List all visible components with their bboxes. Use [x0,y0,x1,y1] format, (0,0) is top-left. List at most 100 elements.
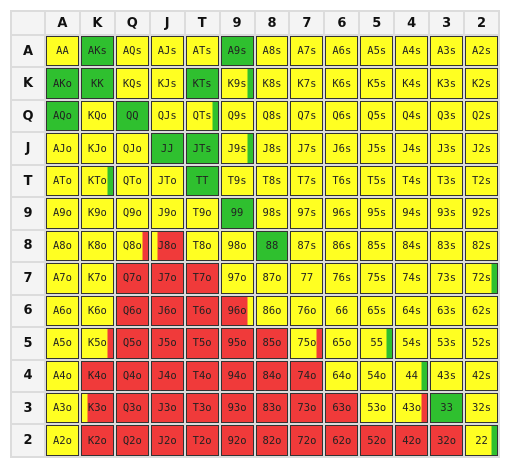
hand-cell[interactable]: J2s [465,133,498,164]
hand-cell[interactable]: T6o [185,295,219,327]
hand-cell[interactable]: 63o [325,392,359,424]
hand-cell[interactable]: Q5o [115,328,149,359]
hand-cell[interactable]: J6o [150,295,184,327]
hand-cell[interactable]: Q2o [115,425,149,456]
hand-cell[interactable]: KJs [150,68,184,99]
hand-cell[interactable]: T8s [255,165,289,197]
hand-cell[interactable]: 95s [360,198,394,229]
hand-cell[interactable]: J3o [150,392,184,424]
hand-cell[interactable]: 64o [325,360,359,391]
hand-cell[interactable]: 95o [220,328,254,359]
hand-cell[interactable]: 82s [465,230,498,262]
hand-cell[interactable]: K4o [80,360,114,391]
hand-cell[interactable]: AKs [80,36,114,67]
hand-cell[interactable]: K3o [80,392,114,424]
hand-cell[interactable]: 88 [255,230,289,262]
hand-cell[interactable]: J7o [150,263,184,294]
hand-cell[interactable]: A6o [46,295,79,327]
hand-cell[interactable]: 32o [430,425,464,456]
hand-cell[interactable]: A3s [430,36,464,67]
hand-cell[interactable]: T3s [430,165,464,197]
hand-cell[interactable]: 98o [220,230,254,262]
hand-cell[interactable]: J7s [290,133,324,164]
hand-cell[interactable]: 44 [395,360,429,391]
hand-cell[interactable]: 75o [290,328,324,359]
hand-cell[interactable]: 54o [360,360,394,391]
hand-cell[interactable]: A9o [46,198,79,229]
hand-cell[interactable]: K5o [80,328,114,359]
hand-cell[interactable]: 65s [360,295,394,327]
hand-cell[interactable]: KTo [80,165,114,197]
hand-cell[interactable]: J5o [150,328,184,359]
hand-cell[interactable]: 84o [255,360,289,391]
hand-cell[interactable]: T8o [185,230,219,262]
hand-cell[interactable]: 93s [430,198,464,229]
hand-cell[interactable]: J9o [150,198,184,229]
hand-cell[interactable]: 43o [395,392,429,424]
hand-cell[interactable]: 32s [465,392,498,424]
hand-cell[interactable]: 62s [465,295,498,327]
hand-cell[interactable]: 33 [430,392,464,424]
hand-cell[interactable]: 84s [395,230,429,262]
hand-cell[interactable]: 93o [220,392,254,424]
hand-cell[interactable]: K3s [430,68,464,99]
hand-cell[interactable]: A5s [360,36,394,67]
hand-cell[interactable]: 75s [360,263,394,294]
hand-cell[interactable]: 83o [255,392,289,424]
hand-cell[interactable]: K6o [80,295,114,327]
hand-cell[interactable]: KJo [80,133,114,164]
hand-cell[interactable]: 97s [290,198,324,229]
hand-cell[interactable]: KTs [185,68,219,99]
hand-cell[interactable]: J8o [150,230,184,262]
hand-cell[interactable]: T5s [360,165,394,197]
hand-cell[interactable]: K9s [220,68,254,99]
hand-cell[interactable]: AJs [150,36,184,67]
hand-cell[interactable]: AA [46,36,79,67]
hand-cell[interactable]: J9s [220,133,254,164]
hand-cell[interactable]: 98s [255,198,289,229]
hand-cell[interactable]: A4s [395,36,429,67]
hand-cell[interactable]: 96s [325,198,359,229]
hand-cell[interactable]: JTs [185,133,219,164]
hand-cell[interactable]: 55 [360,328,394,359]
hand-cell[interactable]: 85o [255,328,289,359]
hand-cell[interactable]: 54s [395,328,429,359]
hand-cell[interactable]: 42o [395,425,429,456]
hand-cell[interactable]: 87s [290,230,324,262]
hand-cell[interactable]: 82o [255,425,289,456]
hand-cell[interactable]: KQs [115,68,149,99]
hand-cell[interactable]: A6s [325,36,359,67]
hand-cell[interactable]: AQo [46,100,79,132]
hand-cell[interactable]: Q9s [220,100,254,132]
hand-cell[interactable]: 42s [465,360,498,391]
hand-cell[interactable]: 53o [360,392,394,424]
hand-cell[interactable]: 99 [220,198,254,229]
hand-cell[interactable]: QTo [115,165,149,197]
hand-cell[interactable]: A8o [46,230,79,262]
hand-cell[interactable]: T4o [185,360,219,391]
hand-cell[interactable]: 87o [255,263,289,294]
hand-cell[interactable]: K6s [325,68,359,99]
hand-cell[interactable]: Q9o [115,198,149,229]
hand-cell[interactable]: Q7s [290,100,324,132]
hand-cell[interactable]: QJs [150,100,184,132]
hand-cell[interactable]: 83s [430,230,464,262]
hand-cell[interactable]: JTo [150,165,184,197]
hand-cell[interactable]: T7s [290,165,324,197]
hand-cell[interactable]: T5o [185,328,219,359]
hand-cell[interactable]: 52s [465,328,498,359]
hand-cell[interactable]: Q8s [255,100,289,132]
hand-cell[interactable]: A5o [46,328,79,359]
hand-cell[interactable]: K2s [465,68,498,99]
hand-cell[interactable]: AQs [115,36,149,67]
hand-cell[interactable]: K8s [255,68,289,99]
hand-cell[interactable]: 85s [360,230,394,262]
hand-cell[interactable]: K5s [360,68,394,99]
hand-cell[interactable]: K7o [80,263,114,294]
hand-cell[interactable]: Q8o [115,230,149,262]
hand-cell[interactable]: 73o [290,392,324,424]
hand-cell[interactable]: T2s [465,165,498,197]
hand-cell[interactable]: A9s [220,36,254,67]
hand-cell[interactable]: AJo [46,133,79,164]
hand-cell[interactable]: A2s [465,36,498,67]
